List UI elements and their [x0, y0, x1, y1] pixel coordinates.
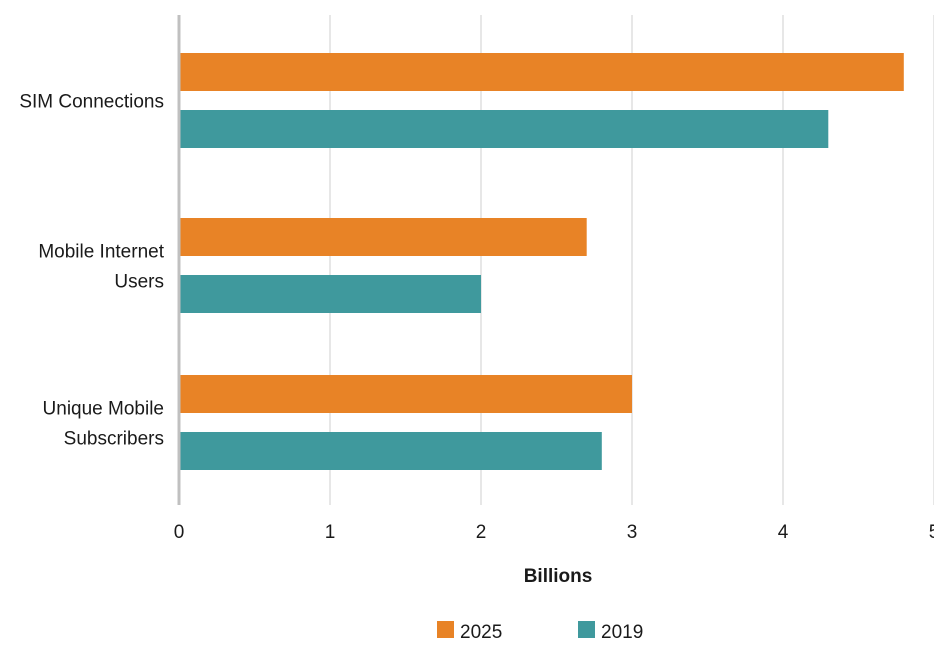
legend-swatch-2019 — [578, 621, 595, 638]
category-label-line: Mobile Internet — [38, 242, 164, 263]
bars — [179, 53, 904, 470]
x-tick-label: 3 — [627, 522, 638, 543]
x-tick-label: 2 — [476, 522, 487, 543]
legend-label-2019: 2019 — [601, 622, 643, 642]
category-label-line: SIM Connections — [19, 92, 164, 113]
category-label: Mobile Internet Users — [38, 242, 164, 293]
category-label: Unique Mobile Subscribers — [43, 399, 164, 450]
gridlines — [329, 15, 934, 505]
legend-label-2025: 2025 — [460, 622, 502, 642]
bar-2025 — [179, 218, 587, 256]
x-tick-label: 1 — [325, 522, 336, 543]
x-tick-labels: 0 1 2 3 4 5 — [174, 522, 934, 543]
bar-2019 — [179, 432, 602, 470]
bar-2019 — [179, 275, 481, 313]
category-labels: SIM Connections Mobile Internet Users Uniqu… — [19, 92, 164, 450]
bar-2025 — [179, 375, 632, 413]
legend-swatch-2025 — [437, 621, 454, 638]
legend: 2025 2019 — [437, 621, 643, 643]
bar-2025 — [179, 53, 904, 91]
category-label-line: Users — [114, 272, 164, 293]
category-label: SIM Connections — [19, 92, 164, 113]
x-tick-label: 4 — [778, 522, 789, 543]
bar-2019 — [179, 110, 829, 148]
x-axis-title: Billions — [524, 566, 593, 587]
category-label-line: Subscribers — [64, 429, 164, 450]
x-tick-label: 5 — [929, 522, 934, 543]
x-tick-label: 0 — [174, 522, 185, 543]
category-label-line: Unique Mobile — [43, 399, 164, 420]
